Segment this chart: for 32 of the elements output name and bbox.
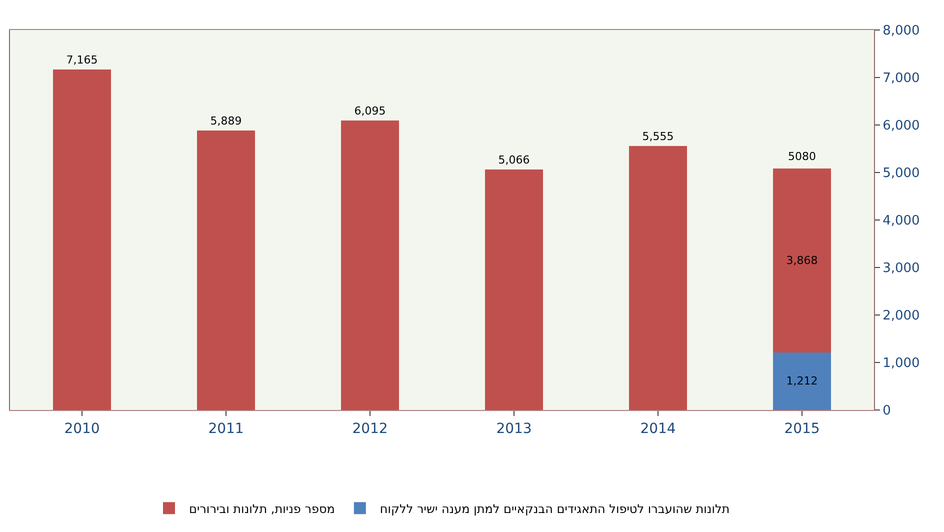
y-tick-label: 1,000 <box>882 356 920 372</box>
y-tick-label: 8,000 <box>882 24 920 39</box>
x-tick-label: 2013 <box>496 420 532 437</box>
y-tick-label: 0 <box>882 404 891 419</box>
data-label: 6,095 <box>354 104 386 118</box>
bar <box>197 130 255 410</box>
x-tick-label: 2014 <box>640 420 676 437</box>
y-tick-label: 5,000 <box>882 166 920 182</box>
y-tick-label: 6,000 <box>882 118 920 134</box>
y-tick-label: 3,000 <box>882 261 920 276</box>
y-tick-label: 2,000 <box>882 308 920 324</box>
y-tick-label: 7,000 <box>882 71 920 86</box>
legend-label: מספר פניות, תלונות ובירורים <box>189 502 335 516</box>
data-label: 5,066 <box>498 153 530 166</box>
y-tick-label: 4,000 <box>882 214 920 229</box>
bar <box>629 146 687 410</box>
bar <box>485 169 543 410</box>
bar <box>53 70 111 410</box>
total-label: 5080 <box>788 150 816 163</box>
bar <box>341 120 399 410</box>
bar <box>773 352 831 410</box>
data-label: 7,165 <box>66 54 98 67</box>
data-label: 3,868 <box>786 254 818 268</box>
bar <box>773 168 831 352</box>
x-tick-label: 2011 <box>208 420 244 437</box>
x-tick-label: 2010 <box>64 420 100 437</box>
data-label: 5,555 <box>642 130 674 144</box>
x-tick-label: 2012 <box>352 420 388 437</box>
data-label: 1,212 <box>786 374 818 388</box>
x-tick-label: 2015 <box>784 420 820 437</box>
data-label: 5,889 <box>210 114 242 128</box>
legend-label: תלונות שהועברו לטיפול התאגידים הבנקאיים למתן מענה ישיר ללקוח <box>380 502 730 516</box>
